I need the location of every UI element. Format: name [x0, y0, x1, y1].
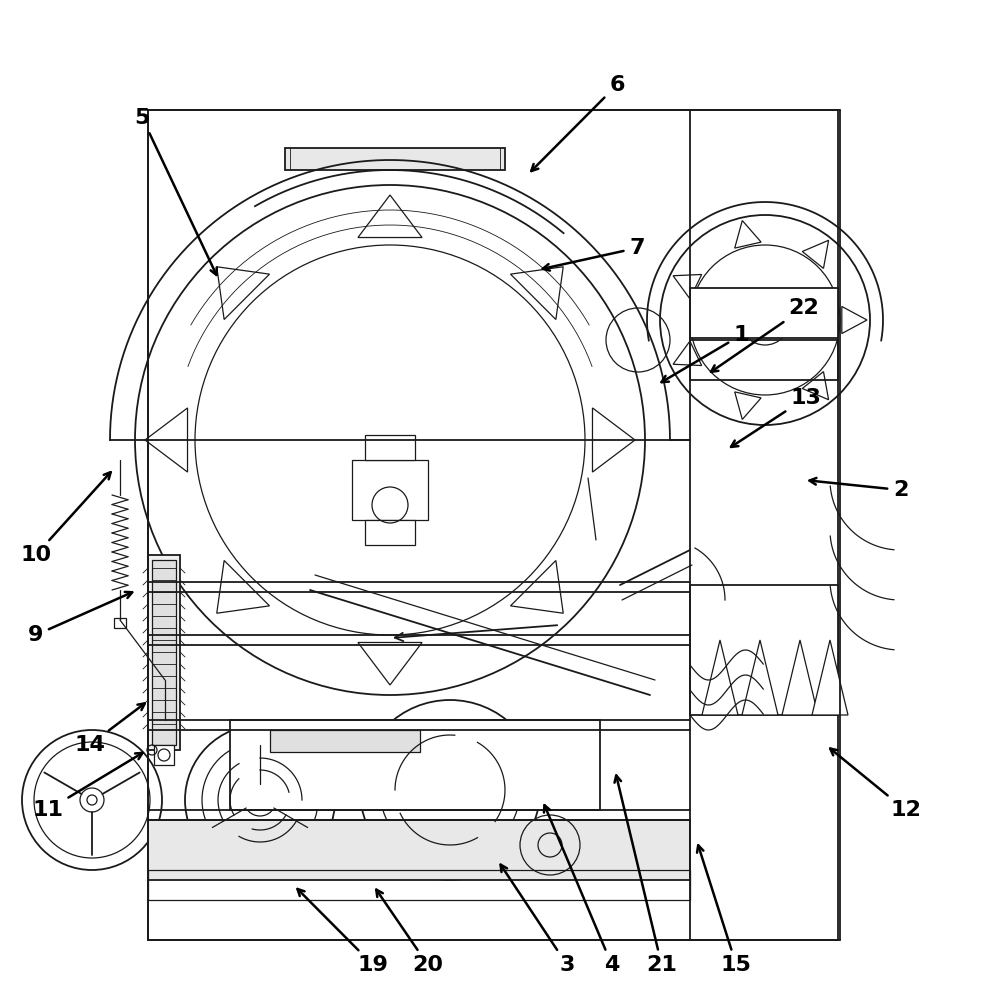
Bar [269, 730, 419, 752]
Polygon shape [510, 560, 563, 613]
Text: 10: 10 [20, 472, 110, 565]
Polygon shape [801, 372, 828, 400]
Bar [365, 435, 414, 460]
Polygon shape [672, 274, 701, 299]
Polygon shape [145, 408, 187, 472]
Text: 11: 11 [32, 753, 142, 820]
Bar [114, 618, 126, 628]
Polygon shape [801, 240, 828, 268]
Text: 2: 2 [809, 478, 908, 500]
Text: 7: 7 [542, 238, 644, 271]
Bar [689, 288, 837, 338]
Text: 13: 13 [731, 388, 821, 447]
Bar [284, 148, 505, 170]
Bar [689, 585, 837, 715]
Polygon shape [702, 640, 738, 715]
Text: 15: 15 [697, 845, 751, 975]
Polygon shape [811, 640, 847, 715]
Text: 12: 12 [829, 749, 920, 820]
Polygon shape [734, 221, 760, 248]
Polygon shape [781, 640, 817, 715]
Polygon shape [510, 267, 563, 320]
Bar [152, 560, 176, 745]
Bar [230, 720, 599, 810]
Polygon shape [217, 267, 269, 320]
Bar [154, 745, 174, 765]
Polygon shape [591, 408, 634, 472]
Text: 19: 19 [297, 889, 389, 975]
Bar [365, 520, 414, 545]
Text: 3: 3 [500, 865, 575, 975]
Text: 20: 20 [376, 890, 443, 975]
Text: 6: 6 [531, 75, 624, 171]
Polygon shape [358, 195, 421, 238]
Text: 14: 14 [74, 703, 145, 755]
Bar [148, 820, 689, 880]
Text: 5: 5 [134, 108, 217, 275]
Text: 9: 9 [28, 592, 132, 645]
Text: 4: 4 [544, 805, 619, 975]
Text: 1: 1 [661, 325, 748, 382]
Bar [148, 555, 180, 750]
Bar [148, 870, 689, 900]
Polygon shape [217, 560, 269, 613]
Polygon shape [742, 640, 777, 715]
Polygon shape [841, 306, 866, 334]
Bar [352, 460, 427, 520]
Polygon shape [734, 392, 760, 419]
Polygon shape [358, 642, 421, 685]
Bar [689, 340, 837, 380]
Text: 21: 21 [614, 775, 677, 975]
Text: 22: 22 [711, 298, 818, 372]
Polygon shape [672, 341, 701, 366]
Bar [148, 110, 837, 940]
